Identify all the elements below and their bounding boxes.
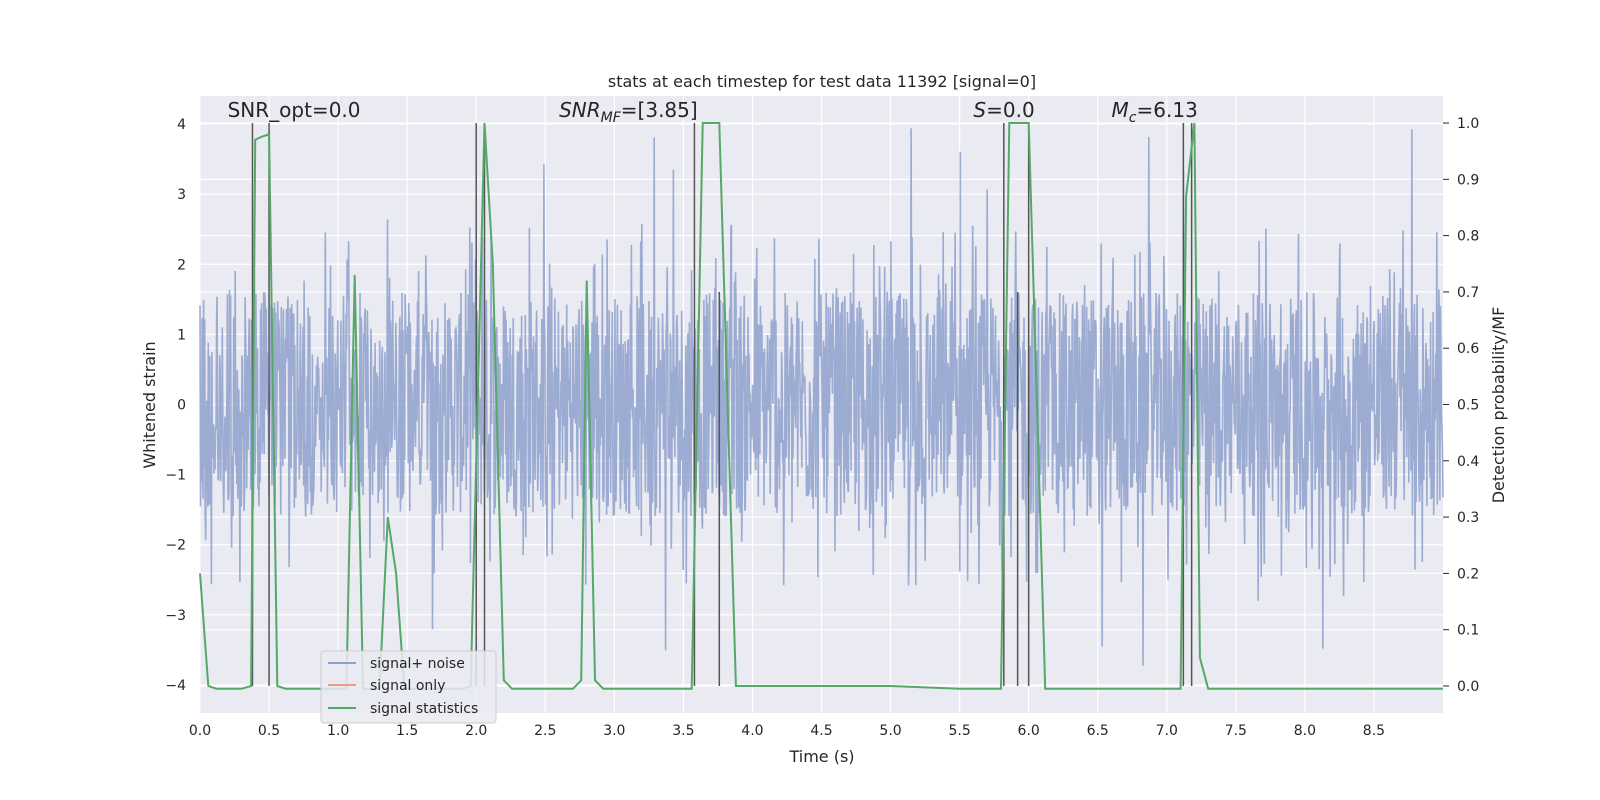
x-tick-label: 6.5 — [1087, 723, 1109, 739]
signal-plus-noise-series — [199, 128, 1444, 666]
x-tick-label: 3.5 — [672, 723, 694, 739]
x-tick-label: 0.0 — [189, 723, 211, 739]
y-tick-label: 3 — [177, 187, 186, 203]
y-tick-label: −3 — [165, 608, 186, 624]
y-tick-label: −1 — [165, 468, 186, 484]
annotation: S=0.0 — [973, 98, 1034, 122]
x-tick-label: 2.0 — [465, 723, 487, 739]
x-tick-label: 5.5 — [948, 723, 970, 739]
y2-tick-label: 0.1 — [1457, 623, 1479, 639]
y-tick-label: 2 — [177, 257, 186, 273]
x-tick-label: 5.0 — [879, 723, 901, 739]
signal-statistics-line — [199, 122, 1443, 690]
y-tick-label: −2 — [165, 538, 186, 554]
legend-label-signal-only: signal only — [370, 678, 445, 694]
y2-tick-label: 0.2 — [1457, 566, 1479, 582]
y2-tick-label: 0.7 — [1457, 285, 1479, 301]
legend-label-signal-statistics: signal statistics — [370, 701, 478, 717]
y2-tick-label: 0.6 — [1457, 341, 1479, 357]
x-tick-label: 4.5 — [810, 723, 832, 739]
x-tick-label: 7.5 — [1225, 723, 1247, 739]
y2-tick-label: 0.4 — [1457, 454, 1479, 470]
annotation: Mc=6.13 — [1112, 98, 1198, 126]
x-tick-label: 4.0 — [741, 723, 763, 739]
annotations: SNR_opt=0.0 SNRMF=[3.85] S=0.0 Mc=6.13 — [228, 98, 1198, 126]
y2-tick-label: 0.5 — [1457, 398, 1479, 414]
y2-tick-label: 0.0 — [1457, 679, 1479, 695]
annotation: SNRMF=[3.85] — [559, 98, 698, 126]
legend-box — [320, 650, 497, 724]
y2-tick-label: 0.8 — [1457, 229, 1479, 245]
x-tick-label: 7.0 — [1156, 723, 1178, 739]
x-tick-label: 8.0 — [1294, 723, 1316, 739]
chart-title: stats at each timestep for test data 113… — [608, 72, 1036, 91]
y2-tick-label: 0.3 — [1457, 510, 1479, 526]
legend: signal+ noise signal only signal statist… — [320, 650, 497, 724]
x-tick-label: 6.0 — [1018, 723, 1040, 739]
signal-statistics-series — [199, 122, 1443, 690]
x-tick-label: 1.5 — [396, 723, 418, 739]
signal-noise-line — [199, 128, 1444, 666]
y-tick-label: 4 — [177, 117, 186, 133]
x-tick-label: 2.5 — [534, 723, 556, 739]
y-tick-label: −4 — [165, 678, 186, 694]
y2-tick-labels: 0.0 0.1 0.2 0.3 0.4 0.5 0.6 0.7 0.8 0.9 1.0 — [1443, 116, 1479, 695]
y-tick-labels: −4 −3 −2 −1 0 1 2 3 4 — [165, 117, 186, 694]
y2-tick-label: 0.9 — [1457, 172, 1479, 188]
y-tick-label: 0 — [177, 398, 186, 414]
x-tick-label: 3.0 — [603, 723, 625, 739]
annotation: SNR_opt=0.0 — [228, 98, 361, 122]
x-tick-label: 0.5 — [258, 723, 280, 739]
x-tick-labels: 0.0 0.5 1.0 1.5 2.0 2.5 3.0 3.5 4.0 4.5 5.0 5.5 6.0 6… — [189, 723, 1385, 739]
x-tick-label: 1.0 — [327, 723, 349, 739]
x-tick-label: 8.5 — [1363, 723, 1385, 739]
y-axis-label: Whitened strain — [140, 341, 159, 468]
x-axis-label: Time (s) — [788, 747, 854, 766]
legend-label-signal-noise: signal+ noise — [370, 656, 465, 672]
y2-axis-label: Detection probability/MF — [1489, 307, 1508, 504]
y2-tick-label: 1.0 — [1457, 116, 1479, 132]
y-tick-label: 1 — [177, 327, 186, 343]
